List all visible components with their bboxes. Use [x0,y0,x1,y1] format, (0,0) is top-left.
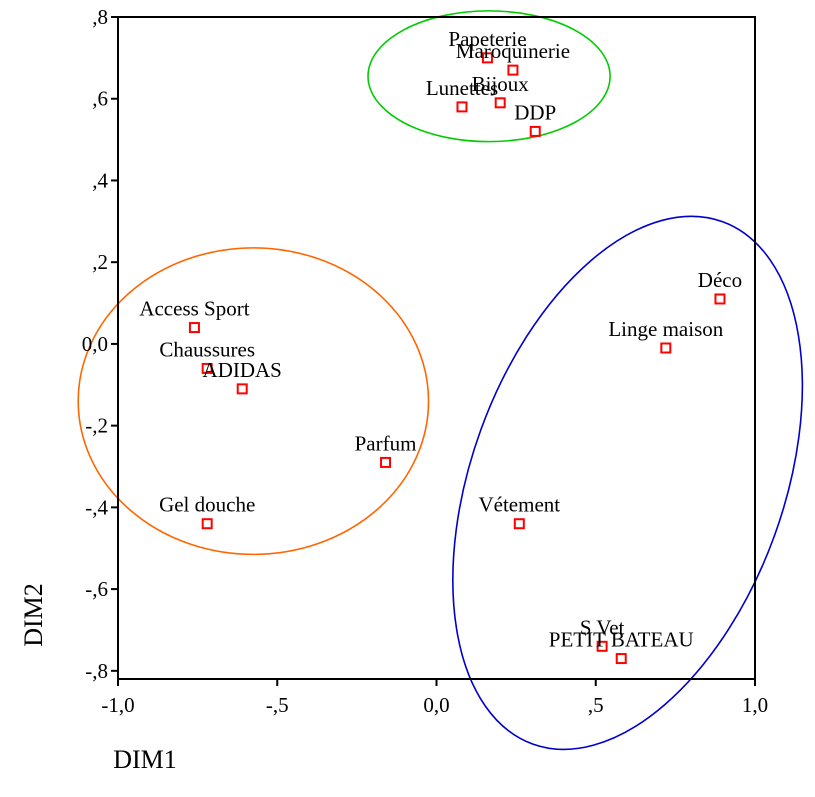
y-tick-label: -,4 [85,495,108,519]
point-marker [456,101,468,113]
point-label: Maroquinerie [456,39,570,63]
y-tick-label: ,6 [92,87,108,111]
x-tick-label: ,5 [588,693,604,717]
y-tick-label: ,4 [92,168,108,192]
cluster-ellipses [77,10,804,751]
point-marker [507,64,519,76]
point-marker [201,362,213,374]
point-label: Déco [698,268,742,292]
point-label: Access Sport [139,297,249,321]
point-label: Chaussures [159,337,255,361]
point-marker [529,125,541,137]
cluster-ellipse-2 [77,247,430,556]
point-marker [236,383,248,395]
point-marker [660,342,672,354]
point-label: ADIDAS [203,358,282,382]
point-marker [201,518,213,530]
y-tick-label: ,2 [92,250,108,274]
y-tick-label: -,8 [85,659,108,683]
point-marker [380,456,392,468]
point-label: S Vet [580,615,625,639]
y-tick-label: ,8 [92,5,108,29]
x-axis-title: DIM1 [113,745,177,774]
point-label: PETIT BATEAU [549,628,694,652]
point-marker [714,293,726,305]
point-label: Linge maison [608,317,723,341]
x-tick-label: 0,0 [423,693,449,717]
point-marker [494,97,506,109]
point-marker [481,52,493,64]
point-label: Bijoux [472,72,530,96]
y-tick-label: 0,0 [82,332,108,356]
point-label: Gel douche [159,493,255,517]
x-tick-label: -1,0 [101,693,134,717]
point-label: Vétement [478,493,560,517]
cluster-ellipse-1 [367,10,611,143]
y-tick-label: -,2 [85,414,108,438]
point-label: Parfum [355,431,417,455]
point-marker [615,653,627,665]
x-tick-label: 1,0 [742,693,768,717]
y-axis-title: DIM2 [19,583,48,647]
y-tick-label: -,6 [85,577,108,601]
point-label: DDP [514,100,556,124]
point-label: Papeterie [448,27,526,51]
point-marker [596,640,608,652]
cluster-ellipse-3 [452,215,804,751]
point-marker [188,322,200,334]
x-tick-label: -,5 [266,693,289,717]
point-marker [513,518,525,530]
point-label: Lunettes [426,76,498,100]
axis-ticks: -1,0 -,5 0,0 ,5 1,0 ,8 ,6 ,4 ,2 0,0 -,2 -,4 -,6 -,8 [82,5,768,717]
